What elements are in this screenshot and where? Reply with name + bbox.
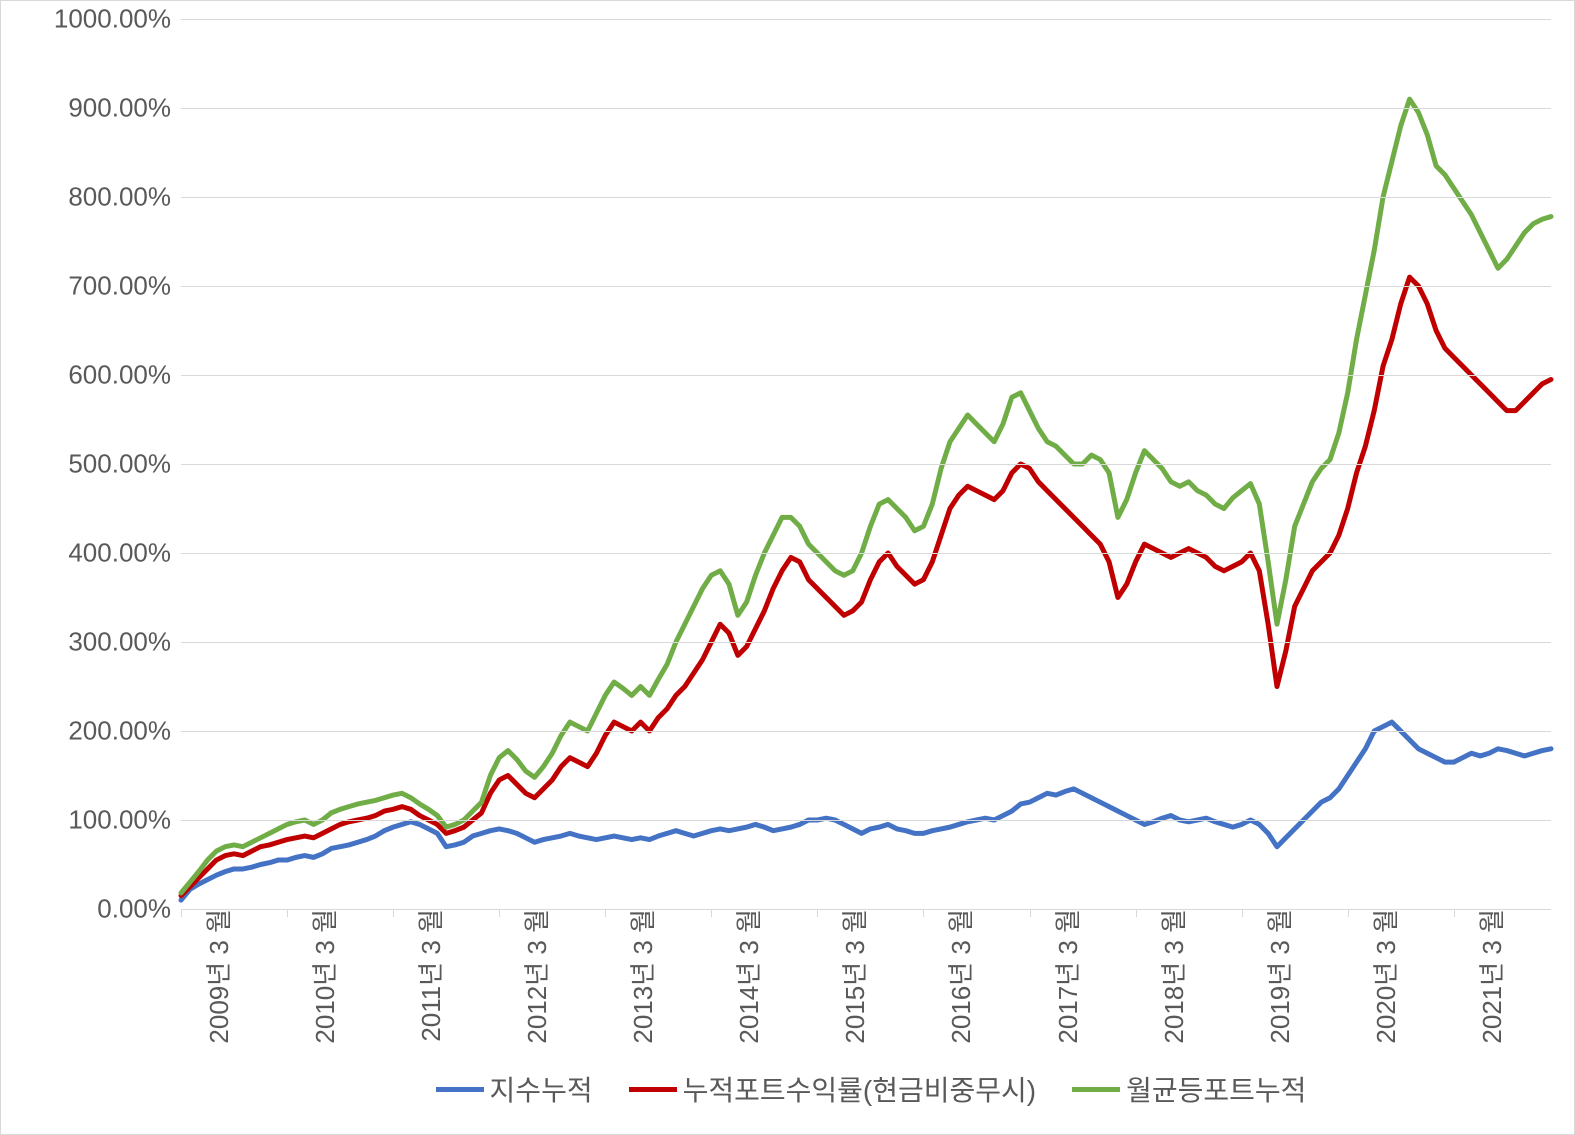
x-tick-label: 2020년 3 월 — [1358, 909, 1403, 1044]
x-tick — [605, 909, 606, 917]
x-tick-label: 2014년 3 월 — [721, 909, 766, 1044]
series-line — [181, 277, 1551, 896]
gridline — [181, 642, 1551, 643]
x-tick-label: 2016년 3 월 — [933, 909, 978, 1044]
legend-item: 월균등포트누적 — [1072, 1069, 1306, 1109]
x-tick — [499, 909, 500, 917]
chart-container: 0.00% 100.00% 200.00% 300.00% 400.00% 500.00%… — [0, 0, 1575, 1135]
x-tick-label: 2019년 3 월 — [1252, 909, 1297, 1044]
x-tick-label: 2009년 3 월 — [191, 909, 236, 1044]
gridline — [181, 820, 1551, 821]
gridline — [181, 464, 1551, 465]
x-tick-label: 2011년 3 월 — [403, 909, 448, 1042]
legend-item: 누적포트수익률(현금비중무시) — [629, 1069, 1037, 1109]
gridline — [181, 286, 1551, 287]
gridline — [181, 731, 1551, 732]
x-tick-label: 2012년 3 월 — [509, 909, 554, 1044]
x-tick — [711, 909, 712, 917]
legend-label: 지수누적 — [490, 1069, 593, 1109]
x-tick — [393, 909, 394, 917]
plot-area: 0.00%100.00%200.00%300.00%400.00%500.00%… — [181, 19, 1551, 909]
legend-swatch — [629, 1087, 677, 1092]
y-tick-label: 0.00% — [97, 894, 181, 925]
y-tick-label: 300.00% — [68, 627, 181, 658]
x-tick — [1136, 909, 1137, 917]
legend-label: 월균등포트누적 — [1126, 1069, 1306, 1109]
series-line — [181, 99, 1551, 893]
legend-swatch — [436, 1087, 484, 1092]
gridline — [181, 197, 1551, 198]
y-tick-label: 900.00% — [68, 93, 181, 124]
legend-label: 누적포트수익률(현금비중무시) — [683, 1069, 1037, 1109]
y-tick-label: 400.00% — [68, 538, 181, 569]
y-tick-label: 600.00% — [68, 360, 181, 391]
legend: 지수누적 누적포트수익률(현금비중무시) 월균등포트누적 — [201, 1069, 1541, 1109]
x-tick-label: 2015년 3 월 — [827, 909, 872, 1044]
y-tick-label: 700.00% — [68, 271, 181, 302]
x-tick — [287, 909, 288, 917]
y-tick-label: 100.00% — [68, 805, 181, 836]
x-tick — [1348, 909, 1349, 917]
x-tick-label: 2010년 3 월 — [297, 909, 342, 1044]
y-tick-label: 1000.00% — [54, 4, 181, 35]
x-tick — [1242, 909, 1243, 917]
x-tick-label: 2018년 3 월 — [1146, 909, 1191, 1044]
gridline — [181, 375, 1551, 376]
x-tick — [1030, 909, 1031, 917]
gridline — [181, 108, 1551, 109]
y-tick-label: 200.00% — [68, 716, 181, 747]
x-tick-label: 2017년 3 월 — [1040, 909, 1085, 1044]
x-tick — [1454, 909, 1455, 917]
legend-item: 지수누적 — [436, 1069, 593, 1109]
x-tick-label: 2013년 3 월 — [615, 909, 660, 1044]
y-tick-label: 500.00% — [68, 449, 181, 480]
gridline — [181, 19, 1551, 20]
gridline — [181, 553, 1551, 554]
x-tick — [817, 909, 818, 917]
x-tick — [923, 909, 924, 917]
legend-swatch — [1072, 1087, 1120, 1092]
x-tick-label: 2021년 3 월 — [1464, 909, 1509, 1044]
x-tick — [181, 909, 182, 917]
y-tick-label: 800.00% — [68, 182, 181, 213]
